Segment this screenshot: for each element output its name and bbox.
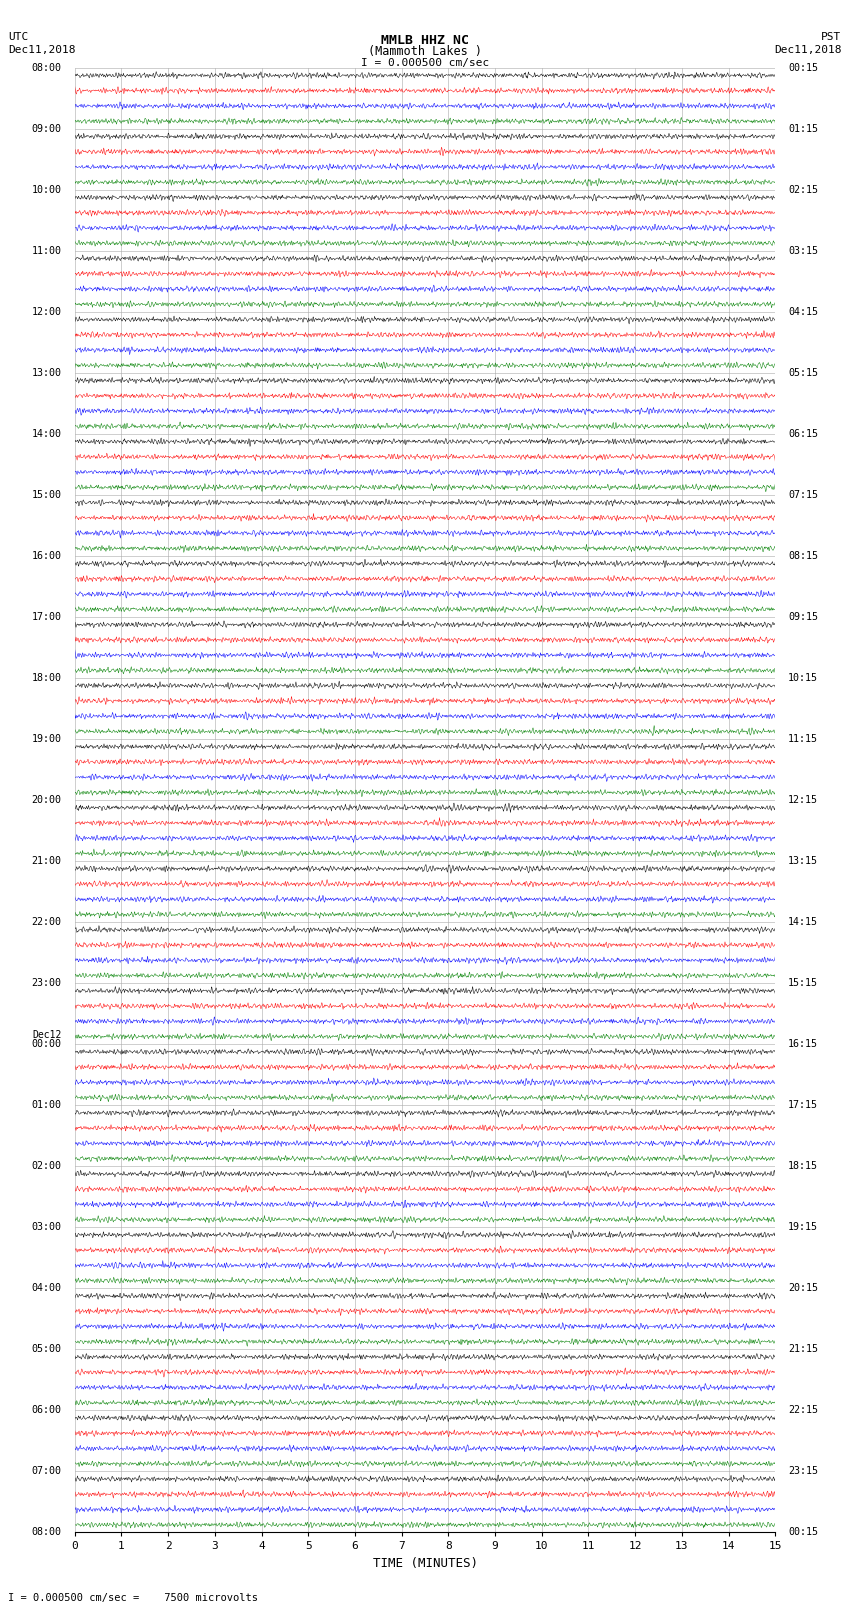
- Text: 22:15: 22:15: [788, 1405, 819, 1415]
- Text: 08:00: 08:00: [31, 1528, 62, 1537]
- Text: 18:15: 18:15: [788, 1161, 819, 1171]
- Text: 20:15: 20:15: [788, 1284, 819, 1294]
- Text: 21:15: 21:15: [788, 1344, 819, 1355]
- Text: 04:15: 04:15: [788, 306, 819, 316]
- Text: 02:00: 02:00: [31, 1161, 62, 1171]
- Text: 00:15: 00:15: [788, 1528, 819, 1537]
- Text: 18:00: 18:00: [31, 673, 62, 682]
- Text: 23:00: 23:00: [31, 977, 62, 989]
- Text: 10:00: 10:00: [31, 185, 62, 195]
- Text: 23:15: 23:15: [788, 1466, 819, 1476]
- Text: 04:00: 04:00: [31, 1284, 62, 1294]
- Text: 00:00: 00:00: [31, 1039, 62, 1048]
- Text: 13:00: 13:00: [31, 368, 62, 377]
- Text: 06:00: 06:00: [31, 1405, 62, 1415]
- Text: 22:00: 22:00: [31, 918, 62, 927]
- Text: Dec11,2018: Dec11,2018: [774, 45, 842, 55]
- Text: 15:00: 15:00: [31, 490, 62, 500]
- Text: 17:00: 17:00: [31, 611, 62, 623]
- Text: 00:15: 00:15: [788, 63, 819, 73]
- Text: 16:00: 16:00: [31, 552, 62, 561]
- Text: 01:00: 01:00: [31, 1100, 62, 1110]
- Text: 19:15: 19:15: [788, 1223, 819, 1232]
- Text: 08:15: 08:15: [788, 552, 819, 561]
- Text: I = 0.000500 cm/sec: I = 0.000500 cm/sec: [361, 58, 489, 68]
- Text: Dec12: Dec12: [32, 1031, 62, 1040]
- Text: 07:00: 07:00: [31, 1466, 62, 1476]
- Text: 02:15: 02:15: [788, 185, 819, 195]
- Text: 03:15: 03:15: [788, 245, 819, 256]
- X-axis label: TIME (MINUTES): TIME (MINUTES): [372, 1557, 478, 1569]
- Text: UTC: UTC: [8, 32, 29, 42]
- Text: 05:00: 05:00: [31, 1344, 62, 1355]
- Text: 11:00: 11:00: [31, 245, 62, 256]
- Text: 16:15: 16:15: [788, 1039, 819, 1048]
- Text: 19:00: 19:00: [31, 734, 62, 744]
- Text: 12:15: 12:15: [788, 795, 819, 805]
- Text: 09:00: 09:00: [31, 124, 62, 134]
- Text: 01:15: 01:15: [788, 124, 819, 134]
- Text: 08:00: 08:00: [31, 63, 62, 73]
- Text: 14:15: 14:15: [788, 918, 819, 927]
- Text: 17:15: 17:15: [788, 1100, 819, 1110]
- Text: 03:00: 03:00: [31, 1223, 62, 1232]
- Text: (Mammoth Lakes ): (Mammoth Lakes ): [368, 45, 482, 58]
- Text: 09:15: 09:15: [788, 611, 819, 623]
- Text: 21:00: 21:00: [31, 857, 62, 866]
- Text: 05:15: 05:15: [788, 368, 819, 377]
- Text: 11:15: 11:15: [788, 734, 819, 744]
- Text: 06:15: 06:15: [788, 429, 819, 439]
- Text: Dec11,2018: Dec11,2018: [8, 45, 76, 55]
- Text: I = 0.000500 cm/sec =    7500 microvolts: I = 0.000500 cm/sec = 7500 microvolts: [8, 1594, 258, 1603]
- Text: 14:00: 14:00: [31, 429, 62, 439]
- Text: 10:15: 10:15: [788, 673, 819, 682]
- Text: 12:00: 12:00: [31, 306, 62, 316]
- Text: MMLB HHZ NC: MMLB HHZ NC: [381, 34, 469, 47]
- Text: 20:00: 20:00: [31, 795, 62, 805]
- Text: 13:15: 13:15: [788, 857, 819, 866]
- Text: 07:15: 07:15: [788, 490, 819, 500]
- Text: 15:15: 15:15: [788, 977, 819, 989]
- Text: PST: PST: [821, 32, 842, 42]
